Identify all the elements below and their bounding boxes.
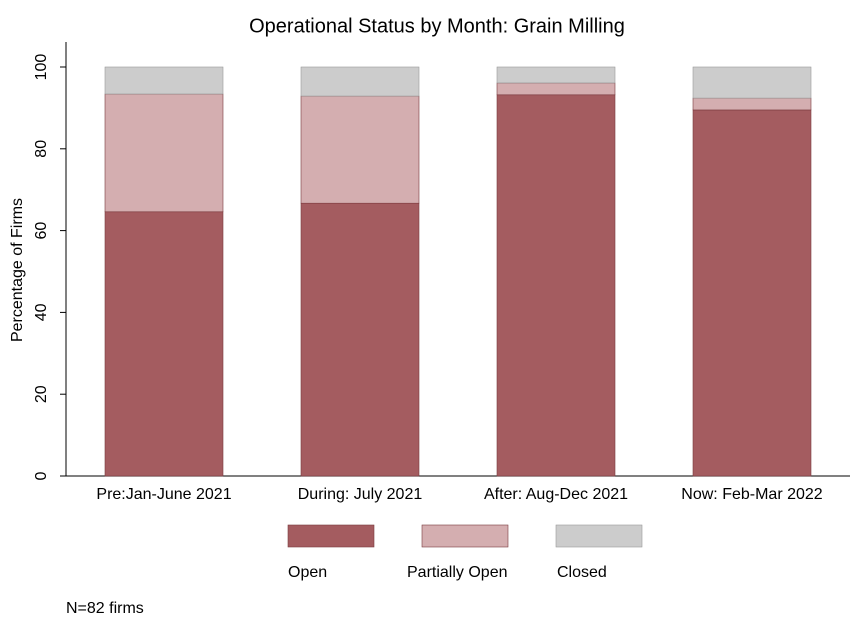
- note: N=82 firms: [66, 600, 144, 617]
- x-tick-label: Now: Feb-Mar 2022: [681, 486, 822, 503]
- y-tick-label: 80: [33, 140, 50, 158]
- bar-segment: [104, 211, 224, 477]
- bar-segment: [692, 66, 812, 99]
- bar-segment: [104, 93, 224, 213]
- bar-segment: [104, 66, 224, 95]
- y-tick-label: 40: [33, 303, 50, 321]
- bar-segment: [496, 94, 616, 477]
- bar-segment: [300, 95, 420, 204]
- x-tick-label: After: Aug-Dec 2021: [484, 486, 628, 503]
- x-tick-label: During: July 2021: [298, 486, 423, 503]
- legend-swatch: [287, 524, 375, 548]
- legend-swatch: [421, 524, 509, 548]
- y-tick-label: 60: [33, 222, 50, 240]
- x-tick-label: Pre:Jan-June 2021: [96, 486, 231, 503]
- chart-title: Operational Status by Month: Grain Milli…: [249, 15, 625, 37]
- y-axis-label: Percentage of Firms: [9, 198, 26, 342]
- legend-label: Closed: [557, 564, 607, 581]
- legend-label: Partially Open: [407, 564, 508, 581]
- bar-segment: [496, 82, 616, 96]
- bar-segment: [692, 97, 812, 111]
- bar-segment: [692, 109, 812, 477]
- bar-segment: [300, 202, 420, 477]
- legend-swatch: [555, 524, 643, 548]
- legend-label: Open: [288, 564, 327, 581]
- y-tick-label: 0: [33, 471, 50, 480]
- y-tick-label: 100: [33, 54, 50, 81]
- bar-segment: [300, 66, 420, 97]
- bar-segment: [496, 66, 616, 84]
- y-tick-label: 20: [33, 385, 50, 403]
